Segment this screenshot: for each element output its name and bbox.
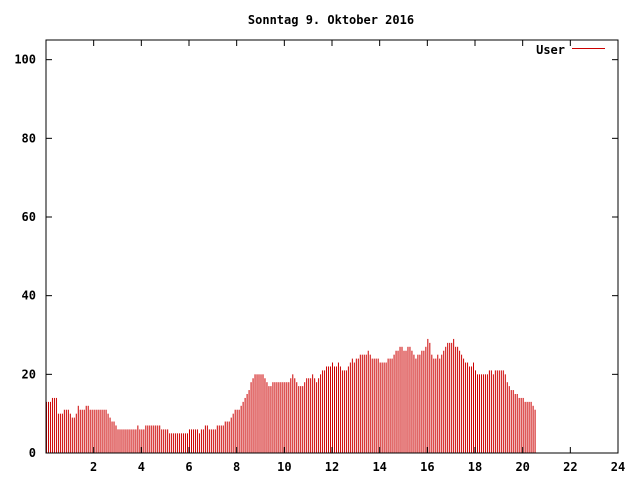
- x-tick-label: 12: [325, 460, 339, 474]
- chart-title: Sonntag 9. Oktober 2016: [248, 13, 414, 27]
- x-tick-label: 2: [90, 460, 97, 474]
- y-tick-label: 60: [22, 210, 36, 224]
- y-tick-label: 80: [22, 131, 36, 145]
- x-tick-label: 24: [611, 460, 625, 474]
- legend: User: [536, 43, 605, 57]
- y-tick-label: 0: [29, 446, 36, 460]
- x-tick-label: 18: [468, 460, 482, 474]
- x-tick-label: 4: [138, 460, 145, 474]
- bars-group: [46, 338, 536, 453]
- y-tick-label: 40: [22, 289, 36, 303]
- x-tick-label: 16: [420, 460, 434, 474]
- x-tick-label: 6: [185, 460, 192, 474]
- x-tick-label: 20: [515, 460, 529, 474]
- x-tick-label: 10: [277, 460, 291, 474]
- x-tick-label: 14: [372, 460, 386, 474]
- y-tick-label: 20: [22, 367, 36, 381]
- legend-label: User: [536, 43, 565, 57]
- y-tick-label: 100: [14, 53, 36, 67]
- x-tick-label: 22: [563, 460, 577, 474]
- x-tick-label: 8: [233, 460, 240, 474]
